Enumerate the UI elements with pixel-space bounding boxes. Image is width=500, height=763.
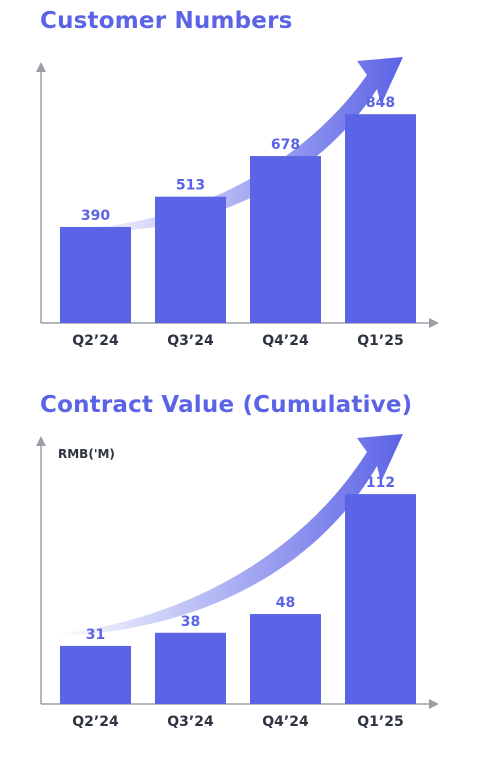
x-axis-arrowhead xyxy=(429,699,439,709)
bar xyxy=(60,226,131,323)
x-axis-arrowhead xyxy=(429,318,439,328)
x-tick-label: Q2’24 xyxy=(72,333,119,349)
x-tick-label: Q3’24 xyxy=(167,333,214,349)
bar xyxy=(60,645,131,704)
data-label: 38 xyxy=(181,614,200,630)
chart-contract-value: RMB('M) 31 Q2’24 38 Q3’24 48 Q4’24 112 Q1’25 xyxy=(36,434,439,730)
trend-arrow xyxy=(70,57,403,232)
trend-arrow xyxy=(55,434,403,636)
x-tick-label: Q1’25 xyxy=(357,333,403,349)
data-label: 678 xyxy=(271,137,300,153)
bar xyxy=(155,196,226,323)
bar xyxy=(250,156,321,323)
y-axis-label: RMB('M) xyxy=(58,447,115,461)
bar xyxy=(250,614,321,704)
data-label: 48 xyxy=(276,595,295,611)
data-label: 513 xyxy=(176,178,205,194)
bar xyxy=(345,114,416,323)
data-label: 390 xyxy=(81,208,110,224)
x-tick-label: Q3’24 xyxy=(167,714,214,730)
x-tick-label: Q4’24 xyxy=(262,333,309,349)
bar xyxy=(155,632,226,704)
x-tick-label: Q1’25 xyxy=(357,714,403,730)
chart-customer-numbers: 390 Q2’24 513 Q3’24 678 Q4’24 848 Q1’25 xyxy=(36,57,439,349)
chart-title: Contract Value (Cumulative) xyxy=(40,392,413,418)
chart-title: Customer Numbers xyxy=(40,8,293,34)
data-label: 848 xyxy=(366,95,395,111)
x-tick-label: Q2’24 xyxy=(72,714,119,730)
data-label: 31 xyxy=(86,627,105,643)
data-label: 112 xyxy=(366,475,395,491)
x-tick-label: Q4’24 xyxy=(262,714,309,730)
y-axis-arrowhead xyxy=(36,436,46,446)
y-axis-arrowhead xyxy=(36,62,46,72)
bar xyxy=(345,494,416,704)
